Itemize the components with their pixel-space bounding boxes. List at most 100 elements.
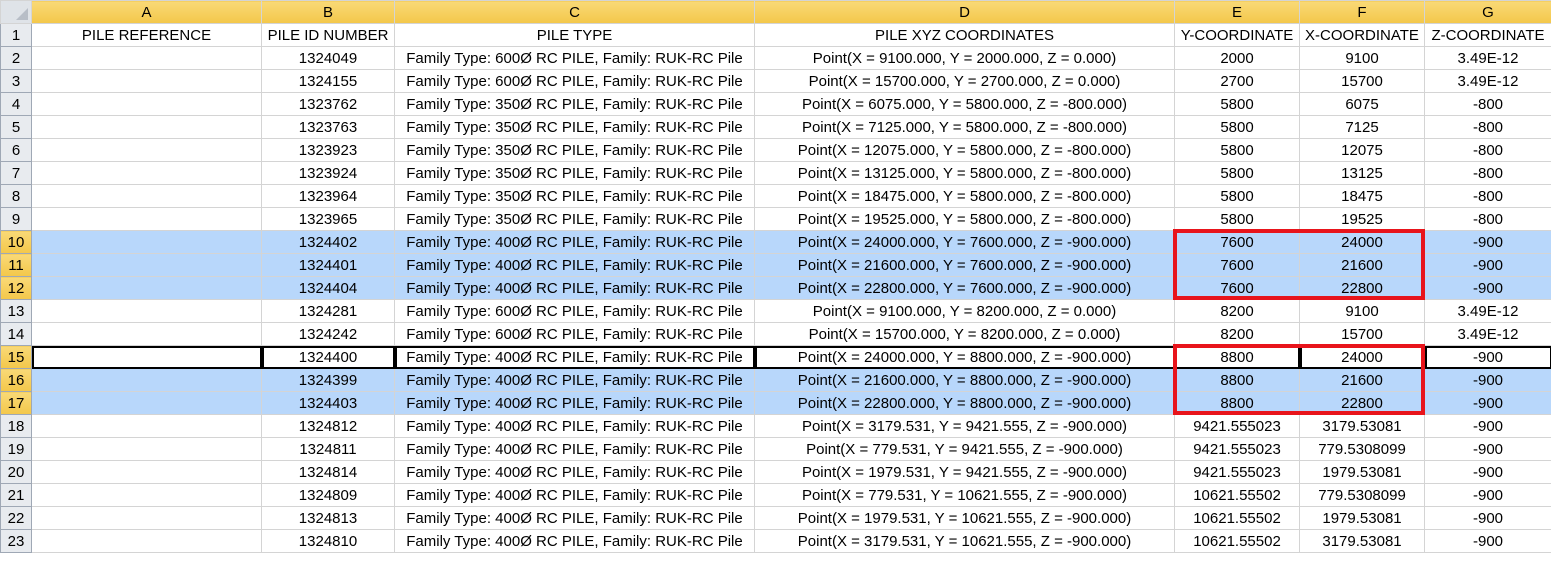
cell-g9[interactable]: -800 (1424, 207, 1551, 231)
row-header[interactable]: 11 (0, 253, 32, 277)
cell-b21[interactable]: 1324809 (261, 483, 395, 507)
cell-b19[interactable]: 1324811 (261, 437, 395, 461)
cell-c4[interactable]: Family Type: 350Ø RC PILE, Family: RUK-R… (394, 92, 755, 116)
cell-f10[interactable]: 24000 (1299, 230, 1425, 254)
cell-d20[interactable]: Point(X = 1979.531, Y = 9421.555, Z = -9… (754, 460, 1175, 484)
row-header[interactable]: 23 (0, 529, 32, 553)
cell-d17[interactable]: Point(X = 22800.000, Y = 8800.000, Z = -… (754, 391, 1175, 415)
cell-f7[interactable]: 13125 (1299, 161, 1425, 185)
cell-d15[interactable]: Point(X = 24000.000, Y = 8800.000, Z = -… (754, 345, 1175, 369)
cell-g18[interactable]: -900 (1424, 414, 1551, 438)
column-header-g[interactable]: G (1424, 0, 1551, 24)
cell-e11[interactable]: 7600 (1174, 253, 1300, 277)
cell-f6[interactable]: 12075 (1299, 138, 1425, 162)
cell-a5[interactable] (31, 115, 262, 139)
cell-b12[interactable]: 1324404 (261, 276, 395, 300)
cell-d6[interactable]: Point(X = 12075.000, Y = 5800.000, Z = -… (754, 138, 1175, 162)
cell-e16[interactable]: 8800 (1174, 368, 1300, 392)
cell-c2[interactable]: Family Type: 600Ø RC PILE, Family: RUK-R… (394, 46, 755, 70)
cell-b16[interactable]: 1324399 (261, 368, 395, 392)
cell-f5[interactable]: 7125 (1299, 115, 1425, 139)
cell-g15[interactable]: -900 (1424, 345, 1551, 369)
cell-g1[interactable]: Z-COORDINATE (1424, 23, 1551, 47)
cell-e1[interactable]: Y-COORDINATE (1174, 23, 1300, 47)
cell-g10[interactable]: -900 (1424, 230, 1551, 254)
cell-e19[interactable]: 9421.555023 (1174, 437, 1300, 461)
cell-e22[interactable]: 10621.55502 (1174, 506, 1300, 530)
cell-e20[interactable]: 9421.555023 (1174, 460, 1300, 484)
cell-f12[interactable]: 22800 (1299, 276, 1425, 300)
column-header-f[interactable]: F (1299, 0, 1425, 24)
cell-a4[interactable] (31, 92, 262, 116)
cell-b22[interactable]: 1324813 (261, 506, 395, 530)
row-header[interactable]: 4 (0, 92, 32, 116)
cell-g11[interactable]: -900 (1424, 253, 1551, 277)
cell-f19[interactable]: 779.5308099 (1299, 437, 1425, 461)
cell-a1[interactable]: PILE REFERENCE (31, 23, 262, 47)
cell-d14[interactable]: Point(X = 15700.000, Y = 8200.000, Z = 0… (754, 322, 1175, 346)
column-header-b[interactable]: B (261, 0, 395, 24)
cell-e4[interactable]: 5800 (1174, 92, 1300, 116)
cell-b14[interactable]: 1324242 (261, 322, 395, 346)
cell-b4[interactable]: 1323762 (261, 92, 395, 116)
cell-f8[interactable]: 18475 (1299, 184, 1425, 208)
cell-e14[interactable]: 8200 (1174, 322, 1300, 346)
row-header[interactable]: 14 (0, 322, 32, 346)
row-header[interactable]: 22 (0, 506, 32, 530)
cell-g3[interactable]: 3.49E-12 (1424, 69, 1551, 93)
cell-g8[interactable]: -800 (1424, 184, 1551, 208)
cell-g6[interactable]: -800 (1424, 138, 1551, 162)
cell-e23[interactable]: 10621.55502 (1174, 529, 1300, 553)
cell-e8[interactable]: 5800 (1174, 184, 1300, 208)
cell-f15[interactable]: 24000 (1299, 345, 1425, 369)
cell-f13[interactable]: 9100 (1299, 299, 1425, 323)
cell-a23[interactable] (31, 529, 262, 553)
cell-a11[interactable] (31, 253, 262, 277)
select-all-button[interactable] (0, 0, 32, 24)
cell-f16[interactable]: 21600 (1299, 368, 1425, 392)
cell-d18[interactable]: Point(X = 3179.531, Y = 9421.555, Z = -9… (754, 414, 1175, 438)
row-header[interactable]: 5 (0, 115, 32, 139)
cell-a18[interactable] (31, 414, 262, 438)
cell-a13[interactable] (31, 299, 262, 323)
cell-c8[interactable]: Family Type: 350Ø RC PILE, Family: RUK-R… (394, 184, 755, 208)
cell-f3[interactable]: 15700 (1299, 69, 1425, 93)
cell-f22[interactable]: 1979.53081 (1299, 506, 1425, 530)
cell-a19[interactable] (31, 437, 262, 461)
cell-e3[interactable]: 2700 (1174, 69, 1300, 93)
cell-c6[interactable]: Family Type: 350Ø RC PILE, Family: RUK-R… (394, 138, 755, 162)
cell-g22[interactable]: -900 (1424, 506, 1551, 530)
cell-f1[interactable]: X-COORDINATE (1299, 23, 1425, 47)
cell-g17[interactable]: -900 (1424, 391, 1551, 415)
cell-g7[interactable]: -800 (1424, 161, 1551, 185)
cell-b9[interactable]: 1323965 (261, 207, 395, 231)
cell-c12[interactable]: Family Type: 400Ø RC PILE, Family: RUK-R… (394, 276, 755, 300)
cell-b13[interactable]: 1324281 (261, 299, 395, 323)
cell-c22[interactable]: Family Type: 400Ø RC PILE, Family: RUK-R… (394, 506, 755, 530)
row-header[interactable]: 16 (0, 368, 32, 392)
row-header[interactable]: 2 (0, 46, 32, 70)
cell-a9[interactable] (31, 207, 262, 231)
cell-a7[interactable] (31, 161, 262, 185)
cell-f14[interactable]: 15700 (1299, 322, 1425, 346)
cell-b6[interactable]: 1323923 (261, 138, 395, 162)
cell-c13[interactable]: Family Type: 600Ø RC PILE, Family: RUK-R… (394, 299, 755, 323)
cell-b2[interactable]: 1324049 (261, 46, 395, 70)
cell-g23[interactable]: -900 (1424, 529, 1551, 553)
cell-d16[interactable]: Point(X = 21600.000, Y = 8800.000, Z = -… (754, 368, 1175, 392)
cell-d10[interactable]: Point(X = 24000.000, Y = 7600.000, Z = -… (754, 230, 1175, 254)
cell-c7[interactable]: Family Type: 350Ø RC PILE, Family: RUK-R… (394, 161, 755, 185)
row-header[interactable]: 21 (0, 483, 32, 507)
cell-e21[interactable]: 10621.55502 (1174, 483, 1300, 507)
column-header-c[interactable]: C (394, 0, 755, 24)
cell-g5[interactable]: -800 (1424, 115, 1551, 139)
cell-d3[interactable]: Point(X = 15700.000, Y = 2700.000, Z = 0… (754, 69, 1175, 93)
column-header-a[interactable]: A (31, 0, 262, 24)
row-header[interactable]: 1 (0, 23, 32, 47)
cell-e9[interactable]: 5800 (1174, 207, 1300, 231)
cell-a14[interactable] (31, 322, 262, 346)
cell-a6[interactable] (31, 138, 262, 162)
cell-g21[interactable]: -900 (1424, 483, 1551, 507)
cell-a22[interactable] (31, 506, 262, 530)
cell-c18[interactable]: Family Type: 400Ø RC PILE, Family: RUK-R… (394, 414, 755, 438)
